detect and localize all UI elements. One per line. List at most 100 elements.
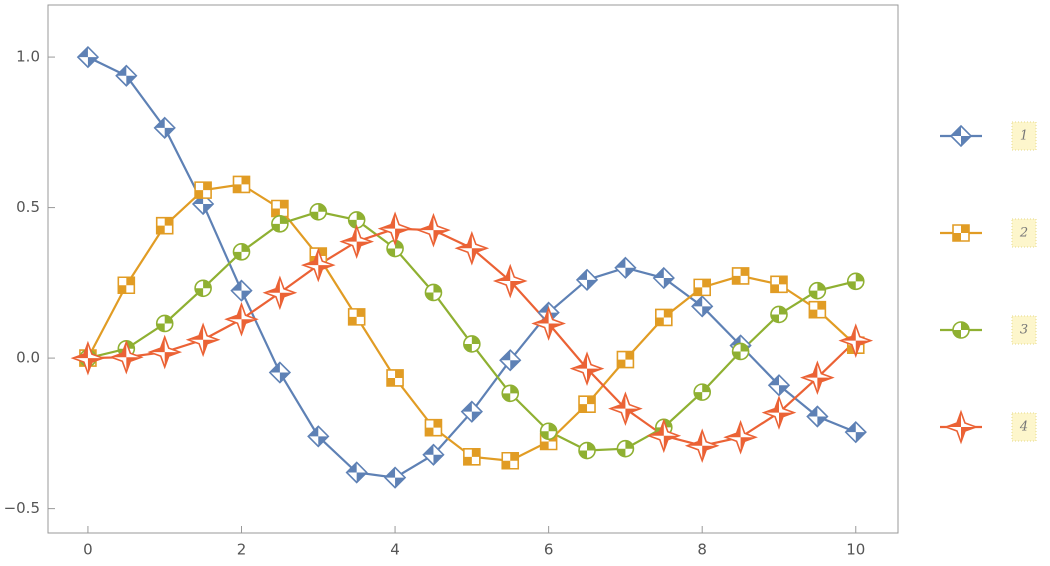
marker-fill bbox=[271, 215, 288, 232]
legend-label-box bbox=[1011, 218, 1037, 248]
marker bbox=[761, 395, 797, 430]
marker-outline bbox=[339, 224, 375, 259]
marker-fill bbox=[617, 440, 634, 457]
marker-fill bbox=[809, 301, 826, 318]
marker bbox=[501, 384, 520, 403]
marker bbox=[531, 306, 566, 341]
marker-fill bbox=[694, 384, 711, 401]
marker bbox=[339, 224, 375, 259]
marker-fill bbox=[264, 277, 295, 308]
marker bbox=[616, 350, 635, 369]
marker-fill bbox=[840, 325, 871, 356]
marker-fill bbox=[418, 215, 449, 246]
marker bbox=[539, 422, 558, 440]
marker-fill bbox=[303, 250, 334, 281]
marker bbox=[691, 295, 714, 318]
marker-fill bbox=[348, 308, 365, 325]
marker-fill bbox=[692, 296, 713, 317]
marker-fill bbox=[732, 267, 749, 284]
marker-fill bbox=[226, 304, 257, 335]
marker bbox=[652, 266, 675, 290]
marker bbox=[300, 247, 336, 283]
marker bbox=[463, 448, 481, 466]
marker bbox=[808, 281, 827, 300]
marker-fill bbox=[271, 200, 288, 217]
marker bbox=[952, 224, 970, 242]
marker-fill bbox=[946, 412, 976, 442]
marker-fill bbox=[533, 308, 564, 339]
marker bbox=[646, 418, 682, 454]
marker-fill bbox=[116, 65, 137, 86]
marker-fill bbox=[610, 393, 641, 424]
marker-fill bbox=[538, 302, 559, 323]
marker bbox=[153, 116, 176, 139]
marker-fill bbox=[617, 351, 634, 368]
legend-label-box bbox=[1011, 412, 1037, 442]
marker bbox=[499, 349, 522, 372]
y-tick-label: 0.5 bbox=[16, 198, 40, 216]
marker-fill bbox=[346, 462, 367, 483]
marker bbox=[422, 443, 445, 466]
marker bbox=[271, 199, 289, 218]
marker-fill bbox=[953, 322, 969, 338]
marker bbox=[307, 425, 330, 448]
marker-fill bbox=[385, 467, 406, 488]
marker bbox=[147, 334, 183, 370]
marker bbox=[693, 383, 712, 401]
marker-fill bbox=[380, 213, 411, 244]
marker bbox=[347, 308, 366, 326]
marker-fill bbox=[233, 243, 250, 260]
marker-fill bbox=[308, 426, 329, 447]
marker-fill bbox=[310, 203, 327, 220]
marker bbox=[194, 279, 212, 297]
marker-fill bbox=[802, 362, 833, 393]
marker bbox=[155, 216, 174, 235]
marker-fill bbox=[231, 280, 252, 301]
marker bbox=[424, 418, 443, 437]
marker bbox=[70, 340, 106, 376]
marker bbox=[578, 395, 596, 413]
x-tick-label: 4 bbox=[390, 541, 400, 559]
marker bbox=[76, 45, 100, 69]
x-tick-label: 2 bbox=[237, 541, 247, 559]
marker bbox=[383, 466, 407, 489]
marker-fill bbox=[495, 266, 526, 297]
marker bbox=[377, 211, 413, 247]
x-tick-label: 8 bbox=[697, 541, 707, 559]
marker bbox=[806, 405, 829, 428]
marker-fill bbox=[502, 452, 519, 469]
marker-fill bbox=[768, 375, 789, 396]
marker bbox=[347, 211, 366, 229]
marker-fill bbox=[655, 309, 672, 326]
marker-fill bbox=[77, 47, 98, 68]
marker bbox=[616, 439, 635, 458]
marker-fill bbox=[423, 444, 444, 465]
x-tick-label: 0 bbox=[83, 541, 93, 559]
marker-fill bbox=[188, 324, 219, 355]
y-tick-label: 1.0 bbox=[16, 48, 40, 66]
marker-fill bbox=[425, 419, 442, 436]
marker-fill bbox=[540, 423, 557, 440]
marker-fill bbox=[502, 385, 519, 402]
marker-fill bbox=[425, 284, 442, 301]
marker bbox=[117, 276, 136, 295]
marker bbox=[949, 124, 973, 148]
marker bbox=[578, 441, 596, 460]
legend-label: 2 bbox=[1019, 226, 1028, 241]
marker-fill bbox=[233, 176, 250, 193]
marker-fill bbox=[269, 362, 290, 383]
marker bbox=[684, 428, 720, 464]
marker bbox=[416, 212, 451, 248]
marker-fill bbox=[763, 397, 794, 428]
marker-fill bbox=[572, 353, 603, 384]
marker bbox=[232, 175, 251, 194]
marker-fill bbox=[615, 257, 636, 278]
marker bbox=[569, 351, 605, 386]
marker-fill bbox=[341, 226, 372, 257]
marker-fill bbox=[348, 211, 365, 228]
marker-fill bbox=[154, 117, 175, 138]
marker-fill bbox=[111, 342, 142, 373]
marker-fill bbox=[463, 335, 480, 352]
marker bbox=[108, 339, 144, 375]
marker bbox=[731, 267, 750, 285]
